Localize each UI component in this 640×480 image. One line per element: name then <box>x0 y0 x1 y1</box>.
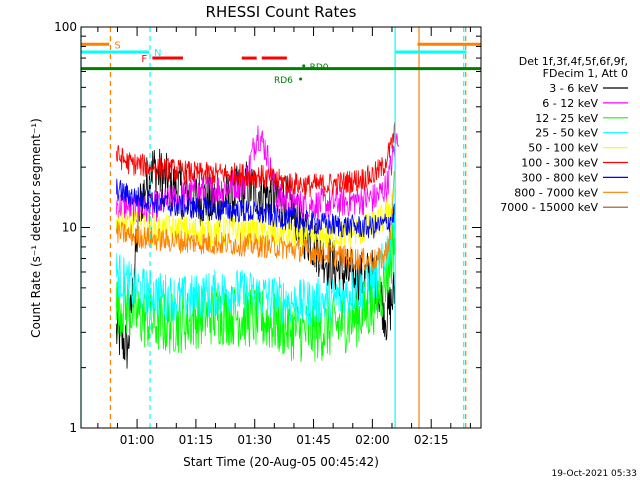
legend-entry-5: 100 - 300 keV <box>521 157 598 170</box>
x-axis-label: Start Time (20-Aug-05 00:45:42) <box>183 455 379 469</box>
annotation-layer: S NF RD0 RD6 <box>80 27 481 428</box>
y-axis-label: Count Rate (s⁻¹ detector segment⁻¹) <box>29 118 43 338</box>
chart-title: RHESSI Count Rates <box>206 3 357 21</box>
legend-header-line1: Det 1f,3f,4f,5f,6f,9f, <box>519 55 628 68</box>
legend-entry-0: 3 - 6 keV <box>549 82 598 95</box>
flag-label-8: RD0 <box>310 63 329 73</box>
legend-entry-7: 800 - 7000 keV <box>514 186 598 199</box>
legend-entry-3: 25 - 50 keV <box>535 127 598 140</box>
series-line-3 <box>115 198 396 326</box>
series-line-6 <box>115 178 396 239</box>
y-tick-label-2: 100 <box>54 20 77 34</box>
legend-entry-6: 300 - 800 keV <box>521 171 598 184</box>
legend-header-line2: FDecim 1, Att 0 <box>543 67 628 80</box>
series-line-1 <box>115 125 399 226</box>
y-tick-label-1: 10 <box>62 221 77 235</box>
series-line-2 <box>115 223 396 363</box>
axes-layer: 1 10 100 01:00 01:15 01:30 01:45 02:00 02:15 <box>54 20 482 447</box>
legend-entry-2: 12 - 25 keV <box>535 112 598 125</box>
legend-entry-1: 6 - 12 keV <box>542 97 598 110</box>
flag-label-4: F <box>141 54 147 65</box>
x-tick-label-5: 02:15 <box>414 433 449 447</box>
flag-label-2: N <box>154 48 161 59</box>
flag-point-8 <box>302 64 306 68</box>
series-line-7 <box>115 171 396 272</box>
x-tick-label-4: 02:00 <box>355 433 390 447</box>
flag-point-9 <box>299 77 303 81</box>
legend-entry-8: 7000 - 15000 keV <box>500 201 598 214</box>
x-tick-label-3: 01:45 <box>296 433 331 447</box>
flag-label-9: RD6 <box>274 76 293 86</box>
flag-label-0: S <box>114 40 120 51</box>
legend: Det 1f,3f,4f,5f,6f,9f,FDecim 1, Att 0 3 -… <box>500 55 628 214</box>
x-tick-label-1: 01:15 <box>179 433 214 447</box>
legend-entry-4: 50 - 100 keV <box>528 142 598 155</box>
series-line-5 <box>115 122 396 198</box>
x-tick-label-2: 01:30 <box>237 433 272 447</box>
data-layer <box>115 122 399 369</box>
y-tick-label-0: 1 <box>69 421 77 435</box>
footer-timestamp: 19-Oct-2021 05:33 <box>552 469 637 479</box>
x-tick-label-0: 01:00 <box>120 433 155 447</box>
